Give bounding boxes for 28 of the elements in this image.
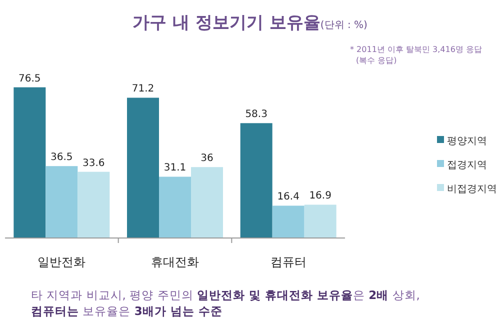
legend-label: 평양지역 [447,136,487,147]
bar [127,98,159,238]
data-label: 76.5 [18,73,41,84]
bar [46,166,78,238]
bar [191,167,223,238]
x-tick-label: 일반전화 [38,255,86,269]
legend-label: 접경지역 [447,160,487,171]
bar [272,206,304,238]
bar [304,204,336,238]
bar [240,123,272,238]
text: * 2011년 이후 탈북민 3,416명 응답 (복수 응답) [350,45,482,65]
data-label: 36.5 [50,152,73,164]
bar [78,172,110,238]
data-label: 71.2 [132,84,154,95]
legend-label: 비접경지역 [447,184,497,195]
text: 타 지역과 비교시, 평양 주민의 일반전화 및 휴대전화 보유율은 2배 상회, 컴퓨터는 보유율은 3배가 넘는 수준 [31,288,420,318]
bar [159,176,191,238]
data-label: 16.9 [309,190,332,202]
bar [14,87,46,238]
data-label: 36 [200,153,214,164]
data-label: 33.6 [82,158,105,169]
chart-subtitle: (단위 : %) [320,20,368,31]
data-label: 31.1 [164,162,186,174]
data-label: 58.3 [245,109,268,120]
x-tick-label: 휴대전화 [151,255,199,269]
x-tick-label: 컴퓨터 [270,255,306,269]
data-label: 16.4 [277,192,300,203]
chart-title: 가구 내 정보기기 보유율 [132,13,320,33]
